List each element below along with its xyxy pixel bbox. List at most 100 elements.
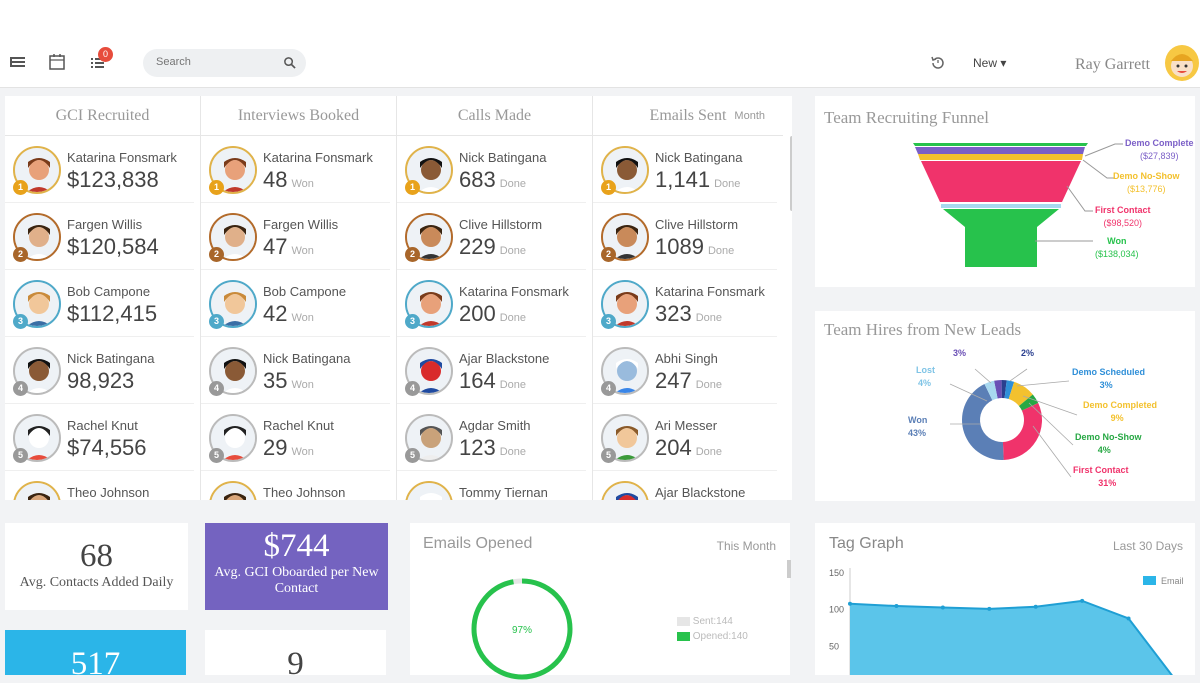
agent-metric-value: 229: [459, 234, 496, 259]
rank-badge: 4: [13, 381, 28, 396]
leaderboard-entry[interactable]: 3 Katarina Fonsmark 200 Done: [397, 270, 586, 337]
search-input[interactable]: [156, 56, 276, 68]
funnel-label: First Contact ($98,520): [1095, 204, 1151, 230]
email-data-point[interactable]: [940, 605, 945, 610]
email-data-point[interactable]: [1126, 616, 1131, 621]
rank-badge: 3: [601, 314, 616, 329]
leaderboard-entry[interactable]: Theo Johnson: [201, 471, 390, 500]
email-data-point[interactable]: [894, 604, 899, 608]
emails-opened-panel: Emails Opened This Month 97% Sent:144 Op…: [410, 523, 791, 680]
agent-metric-unit: Done: [695, 446, 723, 458]
email-data-point[interactable]: [1033, 604, 1038, 609]
donut-slice[interactable]: [962, 384, 1004, 460]
funnel-band-first-contact: [921, 161, 1081, 202]
new-dropdown[interactable]: New ▾: [973, 56, 1006, 70]
agent-metric-value: 683: [459, 167, 496, 192]
agent-metric: 164 Done: [459, 368, 526, 394]
user-name[interactable]: Ray Garrett: [1075, 56, 1151, 73]
agent-avatar: [209, 481, 257, 500]
donut-slice[interactable]: [994, 380, 1002, 399]
leaderboard-column-title: Interviews Booked: [201, 96, 396, 136]
agent-metric-value: 1,141: [655, 167, 711, 192]
agent-metric-value: 123: [459, 435, 496, 460]
leaderboard-entry[interactable]: Theo Johnson: [5, 471, 194, 500]
leaderboard-entry[interactable]: 4 Ajar Blackstone 164 Done: [397, 337, 586, 404]
agent-metric: 323 Done: [655, 301, 722, 327]
leaderboard-entry[interactable]: 2 Fargen Willis 47 Won: [201, 203, 390, 270]
email-data-point[interactable]: [848, 601, 852, 606]
agent-name: Abhi Singh: [655, 351, 718, 366]
rank-badge: 5: [601, 448, 616, 463]
rank-badge: 5: [13, 448, 28, 463]
donut-slice-name: Demo Scheduled: [1072, 367, 1145, 377]
agent-name: Katarina Fonsmark: [459, 284, 569, 299]
agent-metric-unit: Done: [499, 446, 527, 458]
leaderboard-column-title: Emails Sent: [593, 96, 783, 136]
search-box[interactable]: [143, 49, 306, 77]
agent-metric: 47 Won: [263, 234, 314, 260]
leaderboard-entry[interactable]: 2 Fargen Willis $120,584: [5, 203, 194, 270]
leaderboard-entry[interactable]: 1 Nick Batingana 1,141 Done: [593, 136, 777, 203]
search-icon[interactable]: [283, 56, 296, 69]
donut-slice-name: Demo Completed: [1083, 400, 1157, 410]
leaderboard-entry[interactable]: 5 Ari Messer 204 Done: [593, 404, 777, 471]
menu-list-icon[interactable]: [10, 52, 30, 72]
leaderboard-entry[interactable]: 4 Nick Batingana 35 Won: [201, 337, 390, 404]
scrollbar[interactable]: [787, 560, 791, 578]
agent-name: Theo Johnson: [263, 485, 346, 500]
history-icon[interactable]: [930, 55, 946, 71]
funnel-leader-2: [1082, 159, 1115, 179]
leaderboard-column: Interviews Booked 1 Katarina Fonsmark 48 Won…: [201, 96, 397, 500]
leaderboard-entry[interactable]: 2 Clive Hillstorm 1089 Done: [593, 203, 777, 270]
recruiting-funnel-panel: Team Recruiting Funnel Demo Complete ($27…: [815, 96, 1195, 287]
period-selector[interactable]: Month: [734, 110, 765, 122]
y-tick-label: 50: [829, 641, 839, 651]
leaderboard-entry[interactable]: 1 Nick Batingana 683 Done: [397, 136, 586, 203]
agent-metric-value: 35: [263, 368, 288, 393]
leaderboard-entry[interactable]: 5 Rachel Knut 29 Won: [201, 404, 390, 471]
donut-slice-percent: 3%: [1100, 380, 1113, 390]
notification-badge: 0: [98, 47, 113, 62]
calendar-icon[interactable]: [48, 52, 68, 72]
rank-badge: 4: [601, 381, 616, 396]
leaderboard-entry[interactable]: Tommy Tiernan: [397, 471, 586, 500]
leaderboard-column-title: Calls Made: [397, 96, 592, 136]
leaderboard-entry[interactable]: 1 Katarina Fonsmark 48 Won: [201, 136, 390, 203]
tag-graph-panel: Tag Graph Last 30 Days 150 100 50 Email: [815, 523, 1195, 675]
agent-metric: 204 Done: [655, 435, 722, 461]
donut-slice[interactable]: [1018, 394, 1039, 411]
leaderboard-entry[interactable]: 3 Katarina Fonsmark 323 Done: [593, 270, 777, 337]
agent-metric: 247 Done: [655, 368, 722, 394]
donut-slice[interactable]: [1004, 380, 1015, 400]
leaderboard-entry[interactable]: 1 Katarina Fonsmark $123,838: [5, 136, 194, 203]
donut-slice[interactable]: [1002, 403, 1042, 460]
agent-metric-unit: Done: [695, 379, 723, 391]
agent-avatar: [209, 414, 257, 462]
leaderboard-entry[interactable]: 4 Abhi Singh 247 Done: [593, 337, 777, 404]
scrollbar[interactable]: [790, 136, 792, 211]
agent-name: Bob Campone: [67, 284, 151, 299]
user-avatar[interactable]: [1165, 45, 1199, 81]
leaderboard-entry[interactable]: 3 Bob Campone $112,415: [5, 270, 194, 337]
funnel-top-band: [913, 143, 1088, 146]
email-data-point[interactable]: [1080, 598, 1085, 603]
donut-slice[interactable]: [1001, 380, 1007, 399]
leaderboard-column: Emails Sent Month 1 Nick Batingana 1,141 Done…: [593, 96, 783, 500]
leaderboard-column-title: GCI Recruited: [5, 96, 200, 136]
white-stat-card: 9: [205, 630, 386, 675]
white-stat-value: 9: [287, 646, 304, 675]
donut-slice[interactable]: [984, 380, 998, 401]
agent-name: Nick Batingana: [67, 351, 155, 366]
leaderboard-entry[interactable]: 4 Nick Batingana 98,923: [5, 337, 194, 404]
leaderboard-entry[interactable]: Ajar Blackstone: [593, 471, 777, 500]
donut-slice[interactable]: [1008, 381, 1033, 406]
leaderboard-entry[interactable]: 2 Clive Hillstorm 229 Done: [397, 203, 586, 270]
leaderboard-entry[interactable]: 5 Agdar Smith 123 Done: [397, 404, 586, 471]
funnel-label: Demo No-Show ($13,776): [1113, 170, 1180, 196]
email-data-point[interactable]: [987, 606, 992, 611]
leaderboard-entry[interactable]: 3 Bob Campone 42 Won: [201, 270, 390, 337]
leaderboard-entry[interactable]: 5 Rachel Knut $74,556: [5, 404, 194, 471]
agent-metric-unit: Won: [291, 446, 314, 458]
agent-metric: 200 Done: [459, 301, 526, 327]
agent-metric-unit: Done: [707, 245, 735, 257]
